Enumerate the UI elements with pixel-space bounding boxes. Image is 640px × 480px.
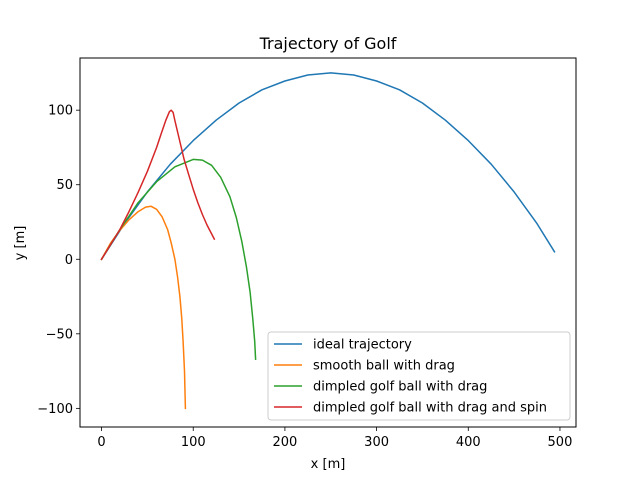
legend-frame — [267, 331, 571, 421]
y-tick-label: 0 — [65, 253, 73, 268]
series-line-2 — [100, 205, 187, 410]
legend-label-1: ideal trajectory — [313, 338, 412, 353]
series-line-1 — [100, 72, 556, 261]
x-axis-label: x [m] — [311, 457, 346, 472]
legend-label-2: smooth ball with drag — [313, 359, 455, 374]
legend: ideal trajectory smooth ball with drag dim… — [267, 331, 571, 421]
x-tick-label: 200 — [272, 435, 297, 450]
x-tick-label: 400 — [456, 435, 481, 450]
legend-entries: ideal trajectory smooth ball with drag dim… — [274, 338, 547, 416]
y-tick-label: −50 — [46, 327, 73, 342]
chart-title: Trajectory of Golf — [259, 34, 397, 53]
legend-label-4: dimpled golf ball with drag and spin — [313, 401, 547, 416]
x-tick-label: 500 — [548, 435, 573, 450]
y-axis-label: y [m] — [13, 226, 28, 261]
x-axis-ticks: 0 100 200 300 400 500 — [97, 427, 572, 450]
series-line-3 — [100, 158, 257, 360]
series-line-4 — [100, 109, 216, 261]
x-tick-label: 100 — [181, 435, 206, 450]
y-axis-ticks: −100 −50 0 50 100 — [37, 104, 80, 417]
series-layer — [100, 72, 556, 410]
x-tick-label: 0 — [97, 435, 105, 450]
legend-label-3: dimpled golf ball with drag — [313, 380, 487, 395]
y-tick-label: 100 — [48, 104, 73, 119]
y-tick-label: −100 — [37, 402, 73, 417]
y-tick-label: 50 — [56, 178, 73, 193]
x-tick-label: 300 — [364, 435, 389, 450]
